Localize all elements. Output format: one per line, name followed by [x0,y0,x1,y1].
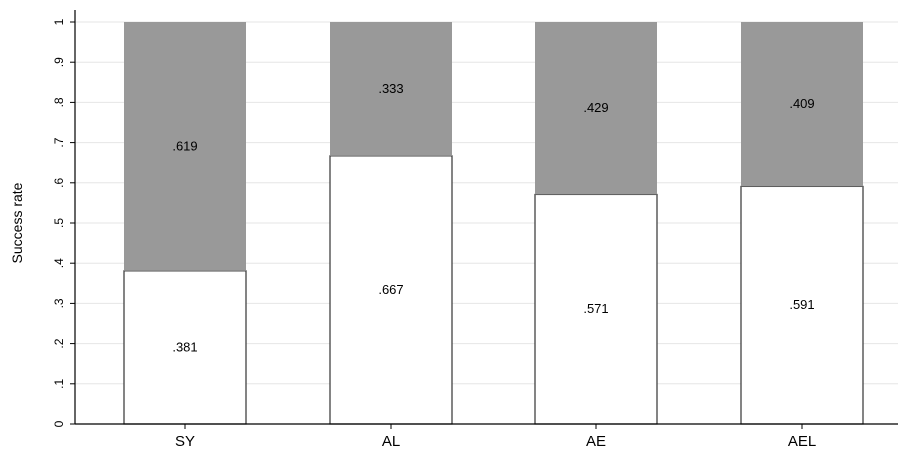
y-tick-label: .4 [52,258,66,268]
y-tick-label: .9 [52,57,66,67]
x-tick-label-al: AL [382,433,400,450]
data-label-ae-2: .429 [583,100,608,115]
data-label-al-1: .667 [378,282,403,297]
data-label-al-2: .333 [378,81,403,96]
bar-ael-segment-2 [741,22,863,187]
y-tick-label: .7 [52,137,66,147]
labels: .381 .619 .667 .333 .571 .429 .591 .409 0 .1 .2 .3.… [52,18,816,450]
x-tick-label-ae: AE [586,433,606,450]
y-axis-title: Success rate [9,182,25,263]
bar-ael-segment-1 [740,185,864,425]
x-tick-label-ael: AEL [788,433,816,450]
bar-al-segment-1 [329,155,453,425]
bar-sy-segment-2 [124,22,246,271]
y-tick-label: .6 [52,177,66,187]
y-tick-label: .2 [52,338,66,348]
data-label-sy-2: .619 [172,138,197,153]
data-label-ael-2: .409 [789,96,814,111]
y-tick-label: .3 [52,298,66,308]
data-label-sy-1: .381 [172,339,197,354]
y-tick-label: 0 [52,420,66,427]
axes [70,10,898,429]
bar-al-segment-2 [330,22,452,156]
x-tick-label-sy: SY [175,433,195,450]
y-tick-label: .1 [52,378,66,388]
data-label-ae-1: .571 [583,301,608,316]
bar-ae-segment-2 [535,22,657,195]
y-tick-label: .5 [52,218,66,228]
bars [123,22,864,425]
data-label-ael-1: .591 [789,297,814,312]
y-tick-label: 1 [52,18,66,25]
y-tick-label: .8 [52,97,66,107]
